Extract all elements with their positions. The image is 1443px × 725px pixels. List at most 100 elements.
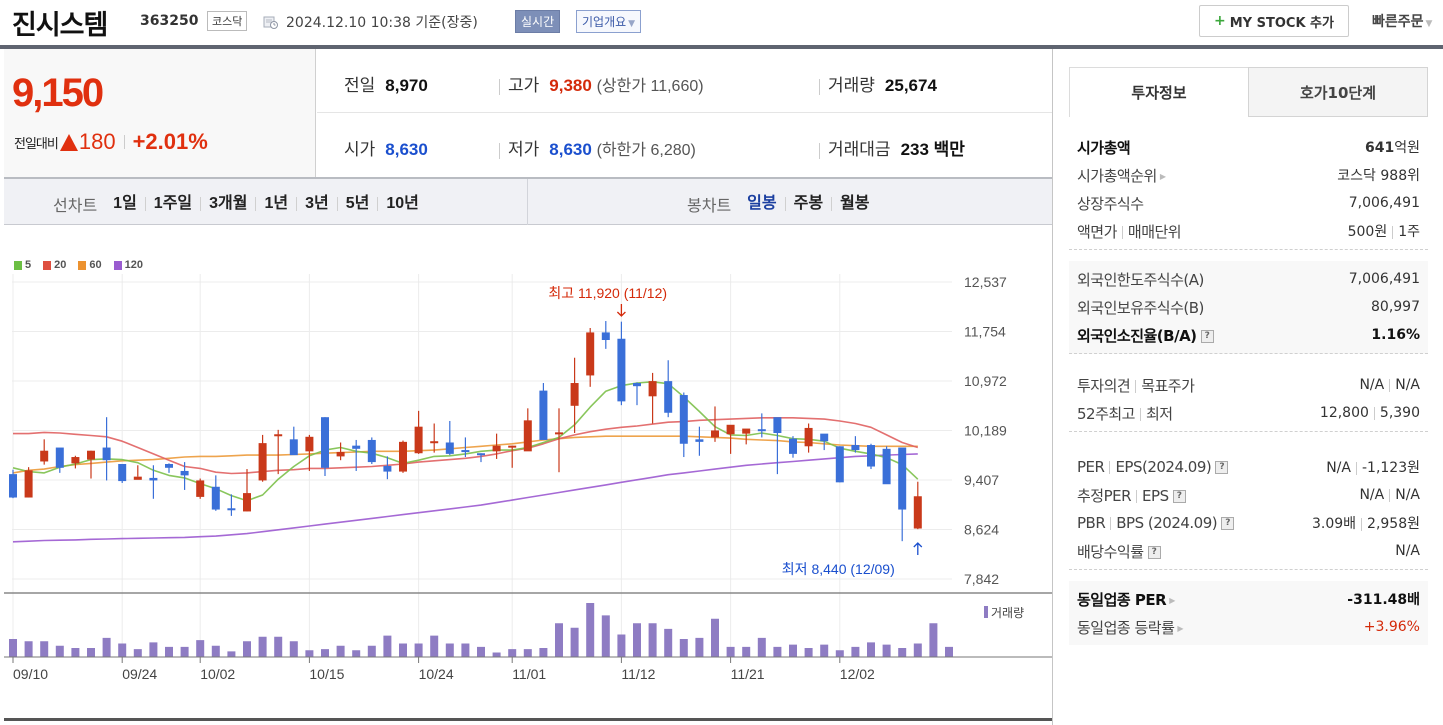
info-label: PBR BPS (2024.09)? [1077,514,1235,532]
header-divider [0,45,1443,49]
info-value: N/A [1395,543,1420,559]
info-row: 액면가 매매단위 500원 1주 [1069,217,1428,245]
period-5y[interactable]: 5년 [336,196,378,212]
help-icon[interactable]: ? [1221,517,1235,530]
svg-text:11/01: 11/01 [512,666,546,682]
info-value: 코스닥 988위 [1337,168,1420,184]
period-1w[interactable]: 1주일 [144,196,200,212]
prev-close: 전일 8,970 [344,76,428,95]
info-row: PBR BPS (2024.09)? 3.09배 2,958원 [1069,509,1428,537]
svg-text:최고 11,920 (11/12): 최고 11,920 (11/12) [548,285,667,301]
info-row[interactable]: 시가총액순위 ▶ 코스닥 988위 [1069,161,1428,189]
arrow-right-icon: ▶ [1177,623,1184,633]
info-row: 52주최고 최저 12,800 5,390 [1069,399,1428,427]
info-value: N/A N/A [1359,487,1420,503]
info-label: 배당수익률? [1077,541,1161,562]
info-row: 외국인한도주식수(A) 7,006,491 [1069,265,1428,293]
company-overview-dropdown[interactable]: 기업개요 ▼ [576,10,642,33]
realtime-button[interactable]: 실시간 [515,10,561,33]
tab-order-book[interactable]: 호가10단계 [1248,67,1428,117]
info-row[interactable]: 동일업종 PER ▶ -311.48배 [1069,585,1428,613]
info-row: 외국인보유주식수(B) 80,997 [1069,293,1428,321]
info-row: PER EPS(2024.09)? N/A -1,123원 [1069,453,1428,481]
info-value: 80,997 [1371,299,1420,315]
info-value: 1.16% [1371,327,1420,343]
quick-order-dropdown[interactable]: 빠른주문 ▼ [1372,11,1432,31]
svg-text:최저 8,440 (12/09): 최저 8,440 (12/09) [782,561,895,577]
help-icon[interactable]: ? [1215,461,1229,474]
candle-chart-periods: 봉차트 일봉 주봉 월봉 [687,192,878,216]
svg-text:09/10: 09/10 [13,666,48,682]
info-label: 시가총액순위 ▶ [1077,166,1166,185]
svg-text:10,972: 10,972 [964,373,1007,389]
candle-weekly[interactable]: 주봉 [784,196,831,212]
svg-text:10/15: 10/15 [309,666,344,682]
arrow-right-icon: ▶ [1159,171,1166,181]
period-1y[interactable]: 1년 [255,196,296,212]
trade-amount: 거래대금 233 백만 [819,135,965,160]
up-triangle-icon [59,133,78,151]
info-value: 7,006,491 [1348,271,1420,287]
info-label: 동일업종 PER ▶ [1077,590,1175,609]
arrow-right-icon: ▶ [1169,595,1175,605]
tab-investment-info[interactable]: 투자정보 [1069,67,1249,117]
change-percent: +2.01% [132,129,208,154]
chevron-down-icon: ▼ [1425,19,1433,29]
divider [123,135,125,149]
info-section1: 시가총액 641억원 시가총액순위 ▶ 코스닥 988위 상장주식수 7,006,491 액면… [1069,129,1428,250]
divider [4,718,1052,721]
info-row[interactable]: 동일업종 등락률 ▶ +3.96% [1069,613,1428,641]
svg-text:10/24: 10/24 [419,666,454,682]
info-value: 7,006,491 [1348,195,1420,211]
period-1d[interactable]: 1일 [113,195,137,212]
info-value: -311.48배 [1347,592,1420,608]
quick-order-label: 빠른주문 [1372,14,1424,30]
info-label: PER EPS(2024.09)? [1077,458,1229,476]
help-icon[interactable]: ? [1147,545,1161,559]
line-chart-label: 선차트 [53,198,98,215]
legend-item-ma120: 120 [113,259,143,271]
info-section2: 외국인한도주식수(A) 7,006,491 외국인보유주식수(B) 80,997 외국인… [1069,261,1428,354]
info-section4: PER EPS(2024.09)? N/A -1,123원 추정PER EPS? N/A N/… [1069,449,1428,570]
svg-text:8,624: 8,624 [964,522,999,538]
timestamp: 2024.12.10 10:38 기준(장중) [286,15,478,31]
svg-text:12/02: 12/02 [840,666,875,682]
add-mystock-button[interactable]: + MY STOCK 추가 [1199,5,1349,37]
info-label: 외국인보유주식수(B) [1077,298,1204,317]
svg-text:거래량: 거래량 [991,606,1024,620]
period-3y[interactable]: 3년 [296,196,337,212]
stock-code: 363250 [140,13,199,29]
open-price: 시가 8,630 [344,140,428,159]
change-value: 180 [78,129,116,154]
svg-text:10/02: 10/02 [200,666,235,682]
info-tabs: 투자정보 호가10단계 [1069,67,1428,117]
svg-text:9,407: 9,407 [964,472,999,488]
high-price: 고가 9,380 (상한가 11,660) [499,71,704,96]
info-label: 투자의견 목표주가 [1077,376,1195,395]
divider [4,177,1052,179]
market-badge: 코스닥 [207,11,248,31]
current-price-panel: 9,150 전일대비 180 +2.01% [4,49,316,178]
info-value: N/A -1,123원 [1326,460,1420,476]
svg-text:11/12: 11/12 [621,666,655,682]
investment-info-panel: 투자정보 호가10단계 시가총액 641억원 시가총액순위 ▶ 코스닥 988위 상장주식… [1052,49,1443,725]
price-stats: 전일 8,970 고가 9,380 (상한가 11,660) 거래량 25,674 시… [317,49,1052,178]
info-value: 3.09배 2,958원 [1311,516,1420,532]
candle-monthly[interactable]: 월봉 [831,196,877,212]
svg-text:09/24: 09/24 [122,666,157,682]
candle-daily[interactable]: 일봉 [747,195,777,212]
period-3m[interactable]: 3개월 [200,196,255,212]
info-label: 시가총액 [1077,138,1131,157]
chart-canvas[interactable]: 12,537 11,754 10,972 10,189 9,407 8,624 7,842 최… [4,226,1052,721]
info-label: 외국인소진율(B/A)? [1077,325,1214,346]
chart-legend: 5 20 60 120 [14,259,143,271]
svg-text:11,754: 11,754 [964,324,1006,340]
info-row: 시가총액 641억원 [1069,133,1428,161]
help-icon[interactable]: ? [1200,329,1214,343]
period-10y[interactable]: 10년 [377,196,427,212]
candlestick-chart[interactable]: 5 20 60 120 12,537 11,754 10,972 10,189 9,407 8,… [4,226,1052,721]
help-icon[interactable]: ? [1172,489,1186,503]
change-label: 전일대비 [14,135,59,151]
chart-period-bar: 선차트 1일 1주일 3개월 1년 3년 5년 10년 봉차트 일봉 주봉 월봉 [4,179,1052,225]
